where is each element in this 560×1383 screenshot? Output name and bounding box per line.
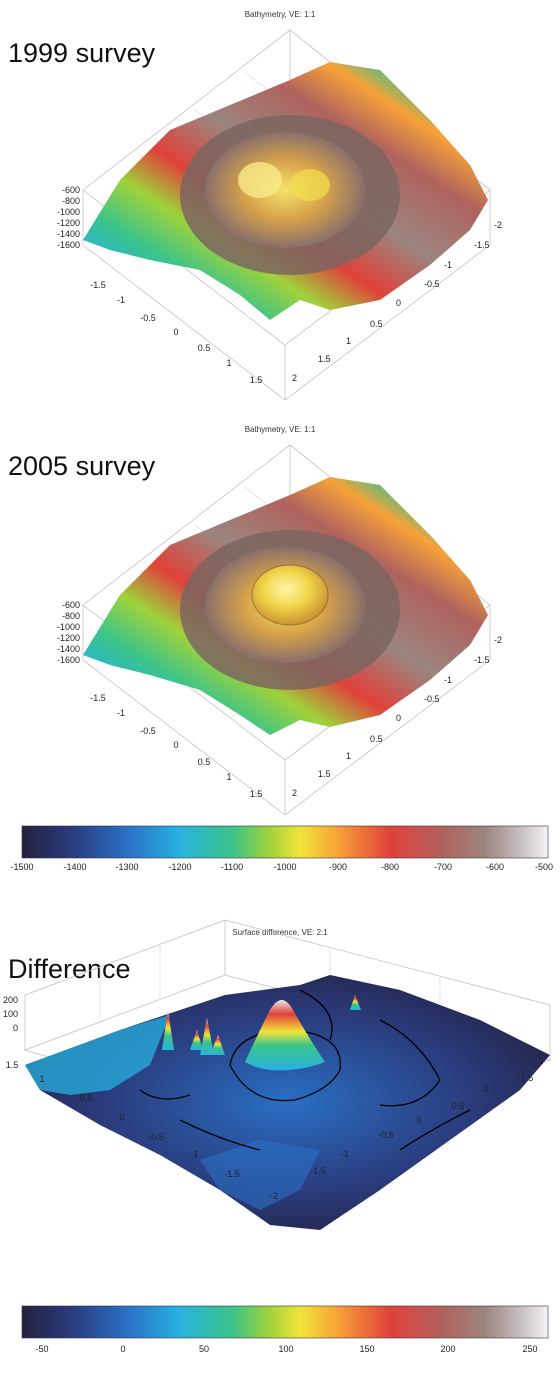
y-tick: -2 xyxy=(494,635,502,645)
x-tick: 1 xyxy=(226,772,231,782)
z-tick: -1200 xyxy=(57,633,80,643)
y-tick: -2 xyxy=(494,220,502,230)
colorbar-tick: 200 xyxy=(440,1344,455,1354)
z-tick: 0 xyxy=(13,1023,18,1033)
panel-2005-survey: 2005 survey Bathymetry, VE: 1:1 xyxy=(0,415,560,815)
x-tick: -1.5 xyxy=(90,693,106,703)
colorbar-tick: 150 xyxy=(359,1344,374,1354)
y-tick: -1 xyxy=(444,675,452,685)
y-tick: -1 xyxy=(444,260,452,270)
y-tick: -1.5 xyxy=(474,655,490,665)
difference-colorbar: -50 0 50 100 150 200 250 xyxy=(21,1305,549,1354)
x-tick: 1 xyxy=(39,1074,44,1084)
z-tick: 100 xyxy=(3,1009,18,1019)
surface-difference-plot: 200 100 0 1.5 1 0.5 0 -0.5 -1 -1.5 -2 -1… xyxy=(3,919,552,1230)
y-tick: 1.5 xyxy=(318,354,331,364)
panel-difference: Difference Surface difference, VE: 2:1 xyxy=(0,890,560,1290)
colorbar-gradient xyxy=(21,825,549,859)
y-tick: -1 xyxy=(341,1149,349,1159)
colorbar-gradient xyxy=(21,1305,549,1339)
z-tick: -1000 xyxy=(57,622,80,632)
panel-label: 1999 survey xyxy=(8,38,156,68)
z-tick: -800 xyxy=(62,196,80,206)
panel-label: Difference xyxy=(8,954,131,984)
panel-label: 2005 survey xyxy=(8,451,156,481)
x-tick: -0.5 xyxy=(148,1132,164,1142)
colorbar-tick: -900 xyxy=(329,862,347,872)
x-tick: -1.5 xyxy=(224,1169,240,1179)
colorbar-tick: -1300 xyxy=(115,862,138,872)
colorbar-tick: -500 xyxy=(535,862,553,872)
x-tick: 0.5 xyxy=(198,757,211,767)
z-tick: -600 xyxy=(62,600,80,610)
x-tick: 1.5 xyxy=(250,789,263,799)
y-tick: 0.5 xyxy=(370,734,383,744)
z-tick: -1600 xyxy=(57,240,80,250)
y-tick: -0.5 xyxy=(424,694,440,704)
colorbar-tick: 0 xyxy=(120,1344,125,1354)
colorbar-tick: -800 xyxy=(381,862,399,872)
bathymetry-colorbar: -1500 -1400 -1300 -1200 -1100 -1000 -900… xyxy=(10,825,553,872)
colorbar-tick: 100 xyxy=(278,1344,293,1354)
plot-title: Surface difference, VE: 2:1 xyxy=(232,928,328,937)
z-tick: -1200 xyxy=(57,218,80,228)
bathymetry-2005-plot: -600 -800 -1000 -1200 -1400 -1600 -1.5 -… xyxy=(57,444,502,815)
colorbar-tick: -1000 xyxy=(273,862,296,872)
z-tick: -600 xyxy=(62,185,80,195)
x-tick: -1 xyxy=(190,1149,198,1159)
x-tick: 0 xyxy=(173,740,178,750)
x-tick: 1.5 xyxy=(6,1060,19,1070)
y-tick: -2 xyxy=(270,1191,278,1201)
x-tick: -1.5 xyxy=(90,280,106,290)
y-tick: 0 xyxy=(396,713,401,723)
z-tick: -800 xyxy=(62,611,80,621)
colorbar-tick: -1100 xyxy=(221,862,243,872)
y-tick: 0.5 xyxy=(370,319,383,329)
x-tick: -0.5 xyxy=(140,313,156,323)
y-tick: -0.5 xyxy=(424,279,440,289)
x-tick: 1 xyxy=(226,358,231,368)
y-tick: 2 xyxy=(538,1056,543,1066)
y-tick: 1.5 xyxy=(521,1073,534,1083)
y-tick: 0.5 xyxy=(452,1101,465,1111)
z-tick: 200 xyxy=(3,995,18,1005)
y-tick: -1.5 xyxy=(310,1166,326,1176)
bathymetry-1999-plot: -600 -800 -1000 -1200 -1400 -1600 -1.5 -… xyxy=(57,29,502,400)
y-tick: 1 xyxy=(483,1083,488,1093)
x-tick: 0 xyxy=(119,1112,124,1122)
y-tick: 2 xyxy=(292,373,297,383)
y-tick: 0 xyxy=(396,298,401,308)
y-tick: -1.5 xyxy=(474,240,490,250)
colorbar-tick: -50 xyxy=(35,1344,48,1354)
z-tick: -1400 xyxy=(57,229,80,239)
colorbar-tick: -1500 xyxy=(10,862,33,872)
colorbar-tick: -1400 xyxy=(63,862,86,872)
x-tick: 0 xyxy=(173,327,178,337)
y-tick: 0 xyxy=(416,1115,421,1125)
z-tick: -1600 xyxy=(57,655,80,665)
x-tick: -1 xyxy=(117,708,125,718)
z-tick: -1400 xyxy=(57,644,80,654)
x-tick: -1 xyxy=(117,295,125,305)
x-tick: 0.5 xyxy=(80,1093,93,1103)
y-tick: 1 xyxy=(346,751,351,761)
colorbar-tick: 50 xyxy=(199,1344,209,1354)
plot-title: Bathymetry, VE: 1:1 xyxy=(244,425,316,434)
x-tick: 0.5 xyxy=(198,343,211,353)
plot-title: Bathymetry, VE: 1:1 xyxy=(244,10,316,19)
colorbar-tick: 250 xyxy=(522,1344,537,1354)
x-tick: -0.5 xyxy=(140,726,156,736)
panel-1999-survey: 1999 survey Bathymetry, VE: 1:1 xyxy=(0,0,560,400)
z-tick: -1000 xyxy=(57,207,80,217)
colorbar-tick: -600 xyxy=(486,862,504,872)
y-tick: 1 xyxy=(346,336,351,346)
y-tick: 2 xyxy=(292,788,297,798)
y-tick: 1.5 xyxy=(318,769,331,779)
x-tick: 1.5 xyxy=(250,375,263,385)
colorbar-tick: -700 xyxy=(434,862,452,872)
colorbar-tick: -1200 xyxy=(168,862,191,872)
y-tick: -0.5 xyxy=(378,1130,394,1140)
